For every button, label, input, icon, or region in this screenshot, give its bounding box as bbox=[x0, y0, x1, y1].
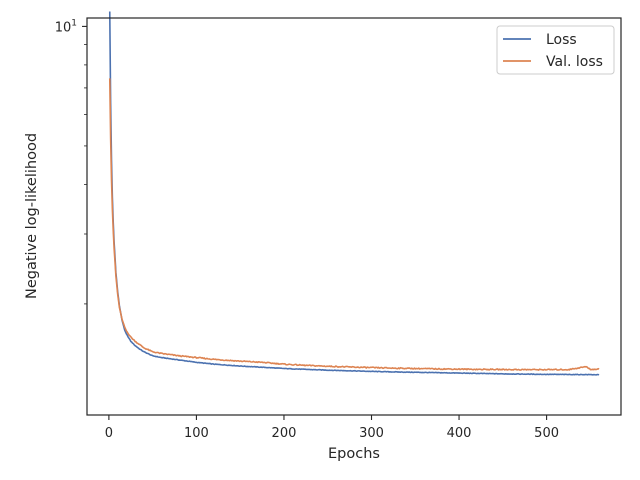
series-line-val-loss bbox=[108, 78, 600, 371]
x-axis-ticks: 0 100 200 300 400 500 bbox=[105, 415, 559, 441]
y-axis-ticks: 101 bbox=[55, 18, 87, 305]
y-tick-label: 101 bbox=[55, 18, 77, 35]
x-tick-label: 400 bbox=[447, 426, 472, 441]
legend-label-loss: Loss bbox=[546, 32, 577, 48]
y-axis-label: Negative log-likelihood bbox=[24, 133, 40, 299]
legend-label-val-loss: Val. loss bbox=[546, 54, 603, 70]
series-line-loss bbox=[108, 11, 600, 376]
x-tick-label: 500 bbox=[534, 426, 559, 441]
plot-background bbox=[87, 18, 621, 415]
x-tick-label: 300 bbox=[359, 426, 384, 441]
legend: Loss Val. loss bbox=[496, 25, 615, 75]
x-tick-label: 0 bbox=[105, 426, 113, 441]
x-tick-label: 200 bbox=[272, 426, 297, 441]
x-axis-label: Epochs bbox=[328, 446, 380, 462]
series-layer bbox=[108, 11, 600, 376]
plot-frame bbox=[86, 17, 622, 416]
legend-box bbox=[496, 25, 615, 75]
x-tick-label: 100 bbox=[184, 426, 209, 441]
